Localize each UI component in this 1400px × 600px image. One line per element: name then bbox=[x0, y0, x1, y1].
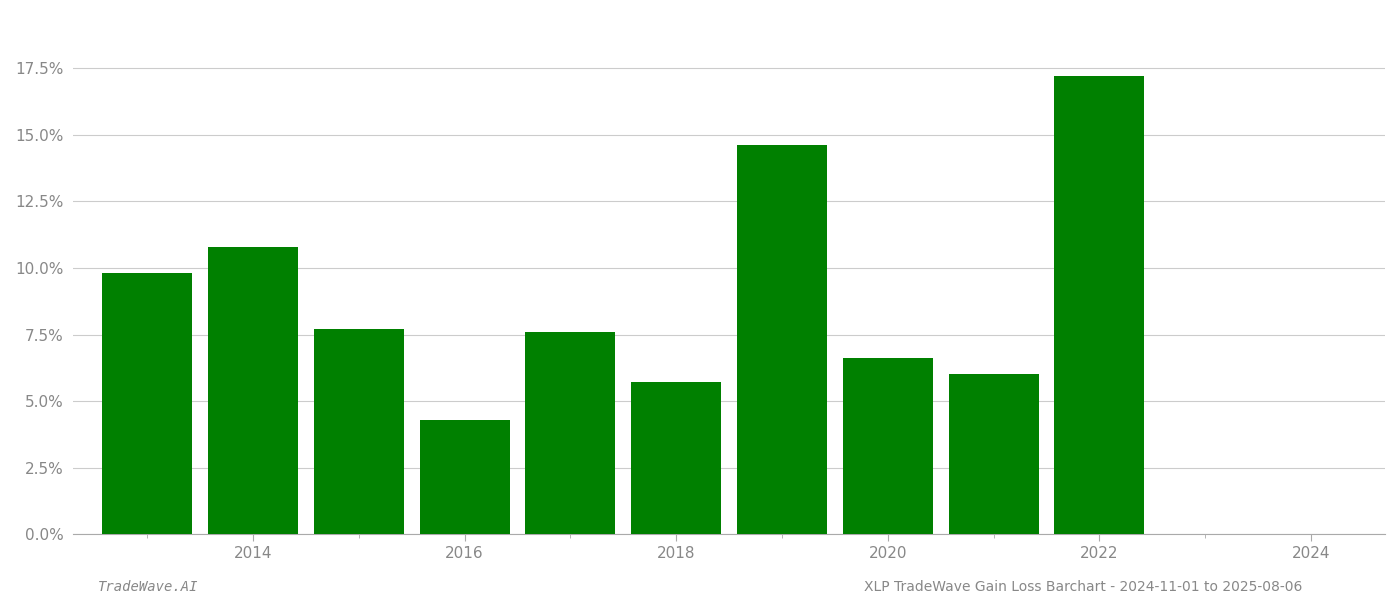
Bar bbox=[525, 332, 616, 534]
Bar bbox=[1054, 76, 1144, 534]
Bar bbox=[631, 382, 721, 534]
Text: XLP TradeWave Gain Loss Barchart - 2024-11-01 to 2025-08-06: XLP TradeWave Gain Loss Barchart - 2024-… bbox=[864, 580, 1302, 594]
Bar bbox=[420, 420, 510, 534]
Bar bbox=[102, 273, 192, 534]
Bar bbox=[209, 247, 298, 534]
Text: TradeWave.AI: TradeWave.AI bbox=[98, 580, 199, 594]
Bar bbox=[314, 329, 403, 534]
Bar bbox=[736, 145, 827, 534]
Bar bbox=[949, 374, 1039, 534]
Bar bbox=[843, 358, 932, 534]
